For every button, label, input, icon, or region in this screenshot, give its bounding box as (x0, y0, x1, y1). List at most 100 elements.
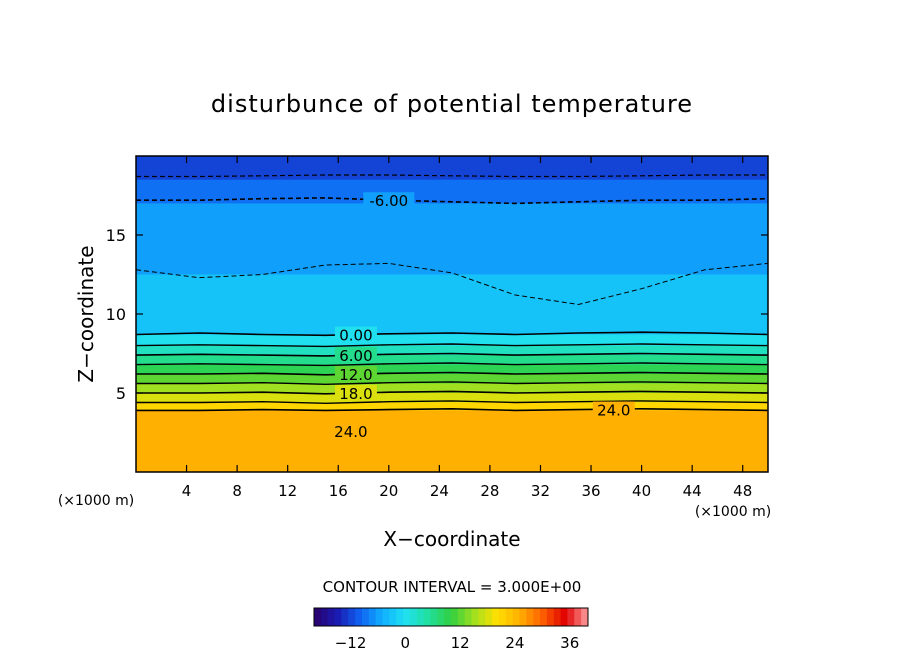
colorbar (313, 607, 589, 627)
x-tick-label: 48 (733, 482, 752, 500)
contour-minus-6 (136, 197, 768, 205)
colorbar-cell (430, 608, 438, 626)
colorbar-cell (403, 608, 411, 626)
contour-3 (136, 343, 768, 348)
colorbar-cell (409, 608, 418, 626)
x-unit-left: (×1000 m) (58, 493, 134, 509)
colorbar-tick-label: −12 (335, 634, 367, 652)
contour-minus-3 (136, 262, 768, 306)
contour-label-bg (329, 422, 372, 438)
contour-label: 24.0 (597, 402, 630, 420)
colorbar-cell (320, 608, 329, 626)
colorbar-ticks: −12 0 12 24 36 (335, 634, 580, 652)
contour-15 (136, 381, 768, 386)
contour-6 (136, 352, 768, 357)
color-field (136, 156, 768, 472)
contour-label: 0.00 (339, 327, 372, 345)
x-tick-label: 36 (581, 482, 600, 500)
x-tick-label: 12 (278, 482, 297, 500)
colorbar-cell (546, 608, 555, 626)
colorbar-cell (396, 608, 404, 626)
colorbar-tick-label: 24 (505, 634, 524, 652)
colorbar-cell (457, 608, 466, 626)
x-tick-label: 20 (379, 482, 398, 500)
colorbar-cell (560, 608, 568, 626)
y-axis: 5 10 15 (106, 226, 768, 403)
colorbar-cell (567, 608, 575, 626)
colorbar-cell (519, 608, 527, 626)
colorbar-cell (492, 608, 500, 626)
contour-interval-label: CONTOUR INTERVAL = 3.000E+00 (323, 578, 582, 596)
contour-label: -6.00 (369, 192, 408, 210)
x-axis: 4 8 12 16 20 24 28 32 36 40 44 48 (182, 156, 752, 500)
colorbar-cell (375, 608, 383, 626)
x-axis-label: X−coordinate (383, 527, 520, 551)
colorbar-cell (553, 608, 562, 626)
colorbar-cell (512, 608, 520, 626)
contour-label-bg (334, 366, 377, 382)
colorbar-tick-label: 12 (451, 634, 470, 652)
contour-label: 6.00 (339, 347, 372, 365)
colorbar-cell (416, 608, 425, 626)
colorbar-cell (451, 608, 459, 626)
x-tick-label: 8 (232, 482, 242, 500)
colorbar-cell (382, 608, 390, 626)
colorbar-tick-label: 0 (401, 634, 411, 652)
contour-lines (136, 174, 768, 412)
contour-label: 24.0 (334, 423, 367, 441)
colorbar-frame (313, 607, 589, 627)
colorbar-cell (423, 608, 431, 626)
colorbar-cell (355, 608, 363, 626)
contour-minus-9 (136, 174, 768, 178)
colorbar-cell (485, 608, 493, 626)
contour-0 (136, 331, 768, 337)
colorbar-cell (327, 608, 336, 626)
x-tick-label: 24 (430, 482, 449, 500)
contour-label: 12.0 (339, 366, 372, 384)
chart-title: disturbunce of potential temperature (211, 90, 693, 118)
colorbar-cell (334, 608, 342, 626)
contour-label-bg (334, 385, 377, 400)
contour-9 (136, 362, 768, 367)
y-axis-label: Z−coordinate (74, 245, 98, 382)
colorbar-cell (574, 608, 582, 626)
colorbar-cell (444, 608, 452, 626)
contour-12 (136, 371, 768, 376)
colorbar-cell (505, 608, 514, 626)
colorbar-cell (471, 608, 479, 626)
colorbar-cell (389, 608, 397, 626)
colorbar-cell (368, 608, 377, 626)
x-tick-label: 44 (683, 482, 702, 500)
x-tick-label: 16 (329, 482, 348, 500)
x-tick-label: 4 (182, 482, 192, 500)
field-band-12 (136, 410, 768, 472)
contour-24 (136, 407, 768, 412)
contour-label: 18.0 (339, 385, 372, 403)
x-tick-label: 28 (480, 482, 499, 500)
x-tick-label: 40 (632, 482, 651, 500)
y-tick-label: 5 (116, 384, 126, 403)
x-tick-label: 32 (531, 482, 550, 500)
colorbar-cell (581, 608, 589, 626)
colorbar-cell (540, 608, 548, 626)
contour-18 (136, 390, 768, 395)
colorbar-cell (437, 608, 445, 626)
colorbar-tick-label: 36 (560, 634, 579, 652)
y-tick-label: 15 (106, 226, 126, 245)
colorbar-cell (498, 608, 507, 626)
contour-label-bg (334, 326, 377, 342)
contour-21 (136, 400, 768, 405)
colorbar-cell (478, 608, 486, 626)
x-unit-right: (×1000 m) (695, 504, 771, 520)
colorbar-cell (533, 608, 541, 626)
colorbar-cell (464, 608, 473, 626)
colorbar-cell (341, 608, 349, 626)
y-tick-label: 10 (106, 305, 126, 324)
colorbar-cell (348, 608, 356, 626)
colorbar-cell (314, 608, 322, 626)
colorbar-cell (526, 608, 534, 626)
colorbar-cell (361, 608, 370, 626)
contour-label-bg (334, 347, 377, 363)
